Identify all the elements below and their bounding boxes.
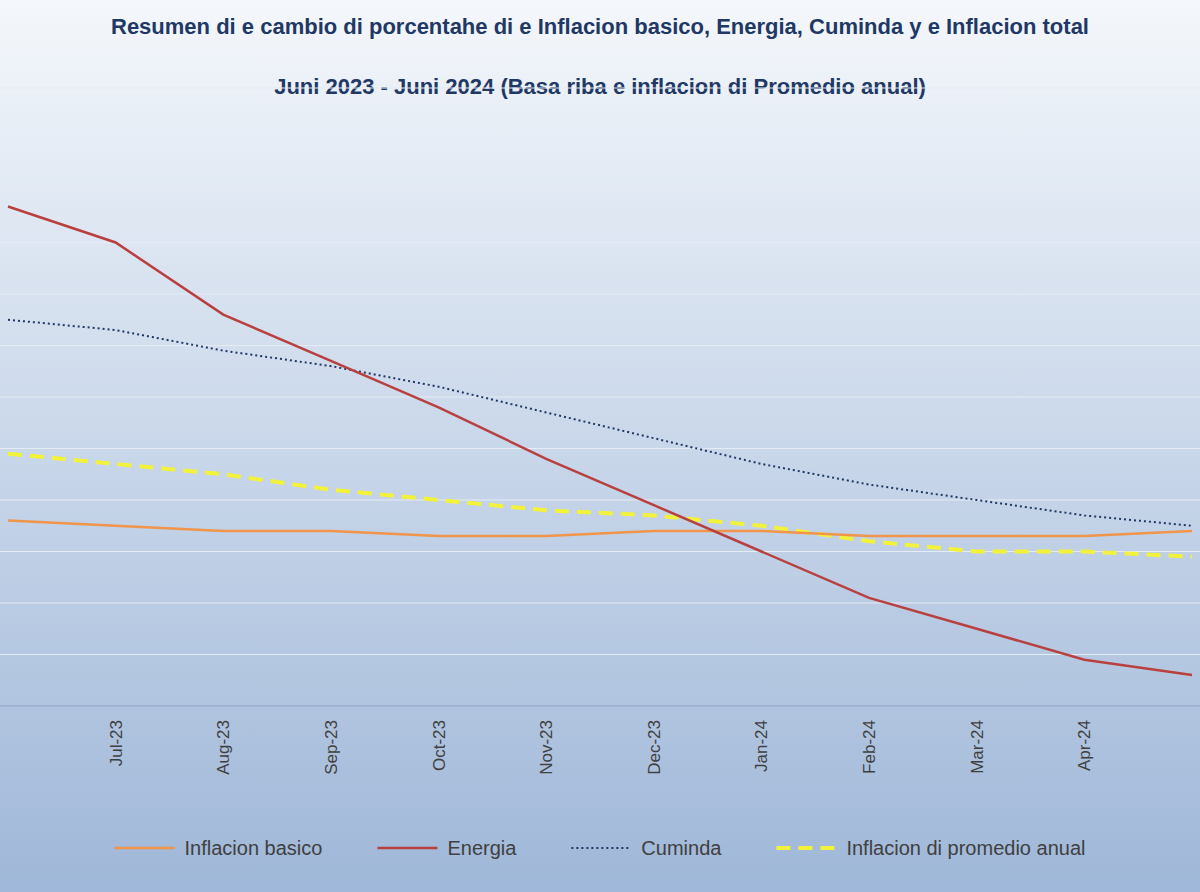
series-line [8,454,1192,557]
x-tick-label: Aug-23 [214,720,233,775]
legend-swatch [115,847,175,850]
plot-area [8,206,1192,675]
grid-line [0,345,1200,346]
grid-line [0,705,1200,706]
x-tick-label: Dec-23 [645,720,664,775]
x-tick-label: Sep-23 [322,720,341,775]
legend-swatch [377,847,437,850]
legend: Inflacion basico Energia Cuminda Inflacion … [115,837,1086,859]
legend-label: Inflacion basico [185,837,323,859]
grid-line [0,654,1200,655]
x-tick-label: Mar-24 [968,720,987,774]
legend-label: Cuminda [641,837,722,859]
x-tick-label: Oct-23 [430,720,449,771]
legend-swatch [571,847,631,849]
grid-line [0,448,1200,449]
legend-swatch [776,846,836,850]
x-tick-label: Nov-23 [537,720,556,775]
background [0,0,1200,892]
series-line [8,206,1192,675]
grid-line [0,396,1200,397]
series-line [8,320,1192,526]
series-line [8,521,1192,536]
legend-label: Inflacion di promedio anual [846,837,1085,859]
x-tick-label: Feb-24 [860,720,879,774]
grid-line [0,499,1200,500]
legend-label: Energia [447,837,517,859]
x-tick-label: Apr-24 [1075,720,1094,771]
grid-line [0,190,1200,191]
grid-line [0,602,1200,603]
grid-line [0,293,1200,294]
subtitle: Juni 2023 - Juni 2024 (Basa riba e infla… [274,74,926,99]
x-tick-label: Jul-23 [107,720,126,766]
title: Resumen di e cambio di porcentahe di e I… [111,14,1089,39]
grid-line [0,87,1200,88]
chart: Resumen di e cambio di porcentahe di e I… [0,0,1200,892]
grid-line [0,139,1200,140]
x-tick-label: Jan-24 [752,720,771,772]
grid-line [0,242,1200,243]
